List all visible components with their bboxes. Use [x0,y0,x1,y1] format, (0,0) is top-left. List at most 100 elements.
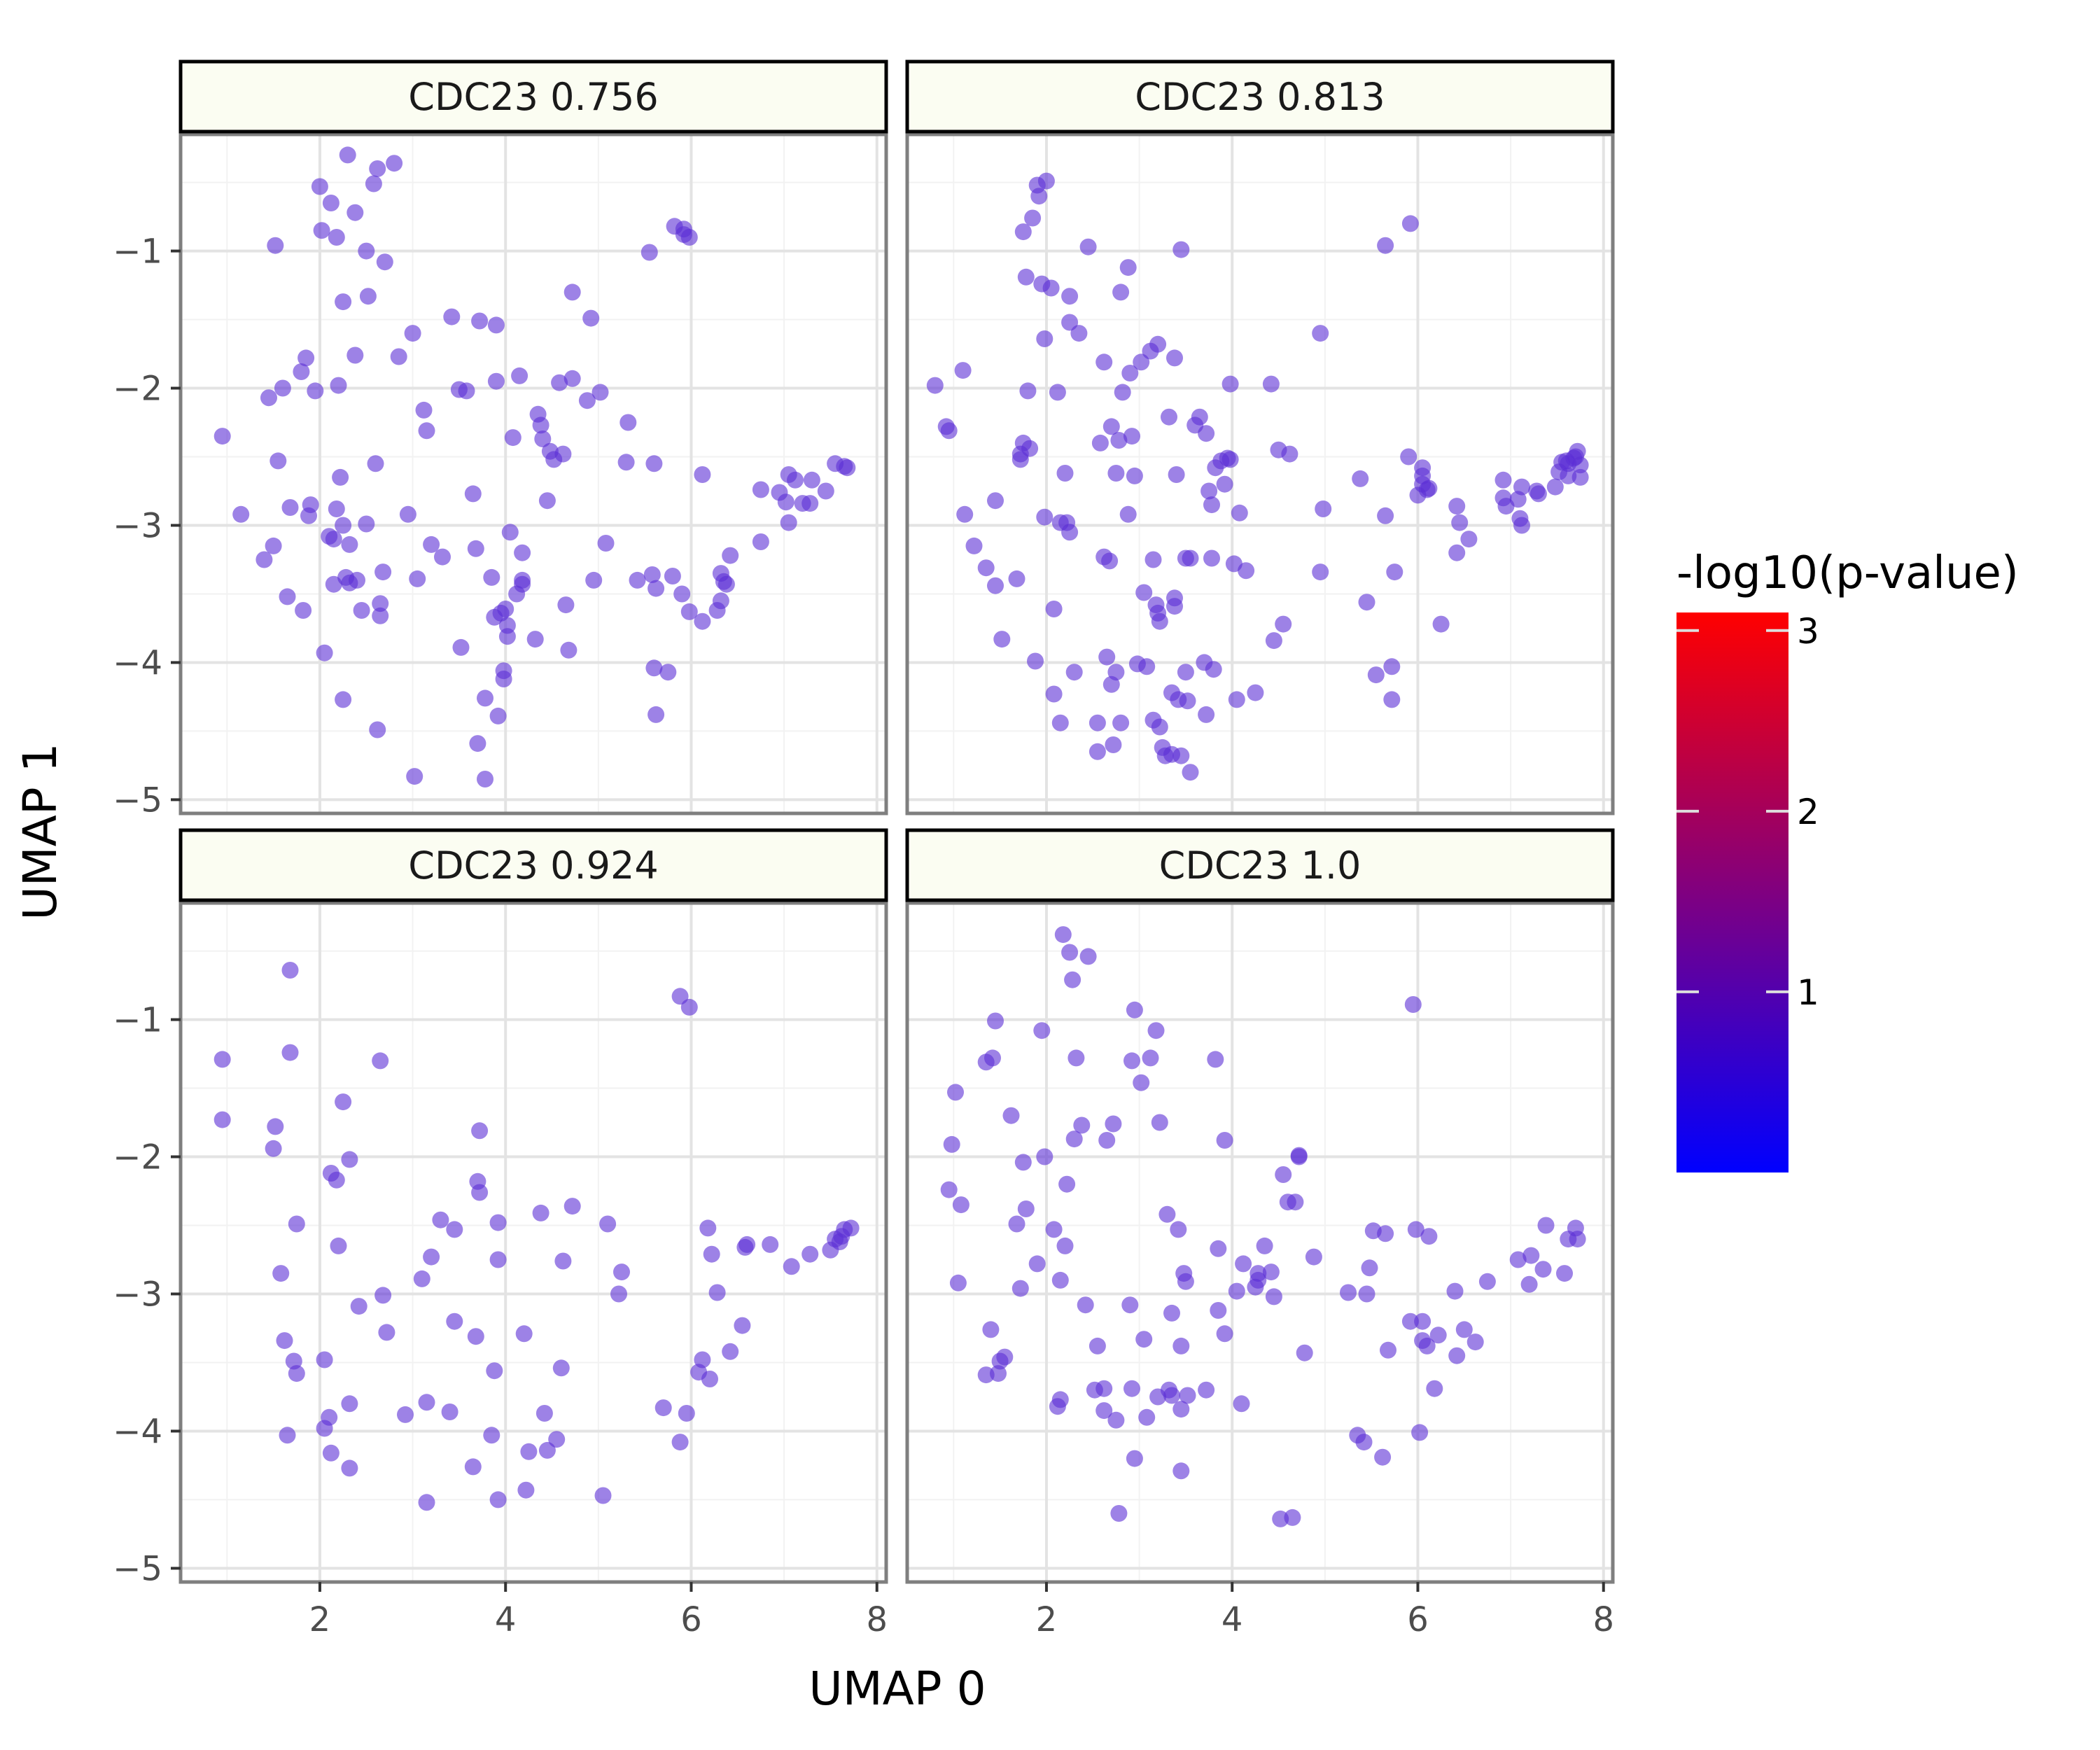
facet-strip [178,828,888,902]
scatter-point [325,531,342,548]
scatter-point [1061,288,1079,305]
scatter-point [564,284,581,301]
scatter-point [1355,1434,1373,1451]
scatter-point [802,495,819,512]
scatter-point [594,1487,612,1504]
x-axis-title: UMAP 0 [808,1662,986,1716]
scatter-point [526,631,544,648]
scatter-point [703,1245,720,1263]
scatter-point [358,515,375,533]
scatter-points [214,146,856,788]
scatter-point [943,1135,960,1153]
scatter-point [477,690,493,707]
scatter-point [1045,685,1063,703]
panel-border [178,132,888,816]
scatter-point [671,1434,689,1451]
scatter-point [1112,284,1130,301]
scatter-point [418,422,435,440]
scatter-point [940,1181,958,1198]
scatter-point [680,603,698,620]
scatter-point [1051,1391,1069,1408]
facet-strip-label-cdc23-0-924: CDC23 0.924 [408,844,658,888]
scatter-point [386,155,403,172]
scatter-point [592,384,609,401]
scatter-point [1287,1194,1304,1211]
scatter-point [643,566,661,583]
scatter-point [1281,445,1298,463]
scatter-point [335,517,352,534]
scatter-point [694,1351,711,1368]
scatter-point [1546,478,1564,496]
scatter-point [1182,550,1199,567]
y-axis-title: UMAP 1 [13,743,67,920]
x-tick-label: 4 [495,1600,517,1639]
x-tick-label: 8 [1592,1600,1614,1639]
scatter-points [214,962,860,1511]
scatter-point [369,160,386,177]
scatter-point [272,1265,290,1282]
scatter-point [1432,615,1450,633]
scatter-point [1121,365,1139,382]
scatter-point [1107,465,1125,482]
scatter-point [1367,666,1385,684]
scatter-point [1151,1114,1168,1131]
scatter-point [1088,743,1106,760]
scatter-point [839,459,856,477]
scatter-point [372,595,389,612]
scatter-point [1172,241,1190,258]
scatter-point [585,571,603,589]
scatter-point [659,664,677,681]
scatter-point [629,571,646,589]
scatter-point [1556,1265,1573,1282]
scatter-point [328,1171,345,1189]
scatter-point [1352,470,1369,487]
scatter-point [1216,1132,1233,1149]
scatter-point [359,288,377,305]
scatter-point [1027,652,1044,670]
scatter-point [564,1198,581,1215]
scatter-point [1028,1255,1046,1273]
scatter-point [536,1405,553,1422]
scatter-point [515,1325,533,1343]
scatter-point [1198,425,1215,442]
scatter-point [780,514,797,531]
scatter-point [517,1481,535,1499]
scatter-point [1358,1285,1376,1303]
scatter-point [1414,1312,1432,1330]
scatter-point [1513,478,1530,496]
scatter-point [409,570,426,587]
scatter-point [1017,268,1035,286]
scatter-point [358,242,375,260]
scatter-point [582,309,600,327]
scatter-point [1290,1147,1308,1164]
scatter-point [1030,188,1048,205]
scatter-point [1051,1271,1069,1289]
scatter-point [335,1093,352,1111]
scatter-point [1161,408,1177,426]
facet-strip-label-cdc23-0-756: CDC23 0.756 [408,75,658,119]
scatter-point [1054,926,1072,944]
scatter-point [1401,1312,1419,1330]
scatter-point [279,588,296,606]
scatter-point [1569,1231,1586,1248]
scatter-point [483,568,500,586]
scatter-point [298,349,315,367]
scatter-point [1098,648,1116,666]
scatter-point [532,416,550,434]
scatter-point [346,204,364,221]
scatter-point [1105,1115,1122,1133]
scatter-point [346,346,364,364]
facet-strip-label-cdc23-0-813: CDC23 0.813 [1135,75,1385,119]
scatter-point [1070,325,1088,342]
scatter-point [295,602,312,619]
scatter-point [617,454,635,471]
scatter-point [1011,1280,1029,1297]
scatter-point [341,536,358,553]
scatter-point [1036,330,1054,347]
scatter-point [645,659,663,677]
scatter-point [489,1251,507,1268]
scatter-point [1305,1248,1322,1266]
scatter-point [803,471,820,489]
scatter-point [1037,172,1055,190]
